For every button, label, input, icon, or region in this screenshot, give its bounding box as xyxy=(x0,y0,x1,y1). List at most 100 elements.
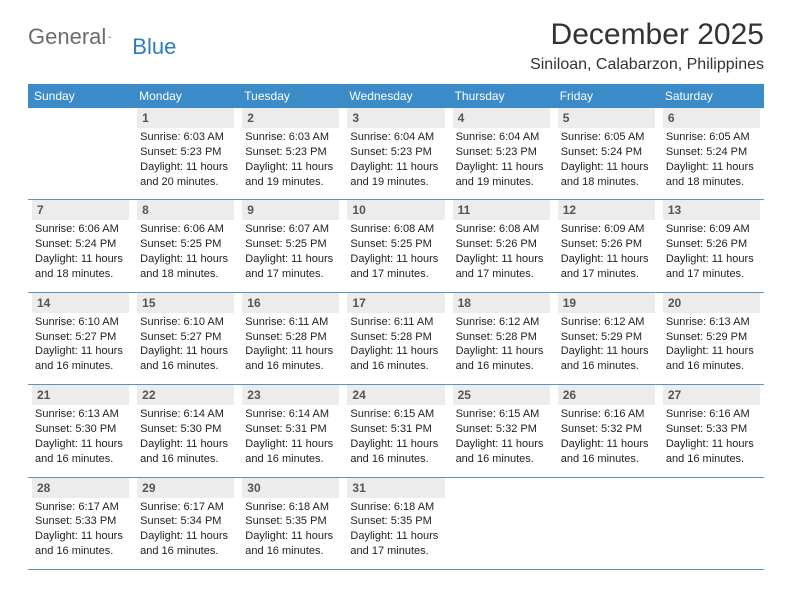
sunset-text: Sunset: 5:27 PM xyxy=(140,330,231,345)
sunset-text: Sunset: 5:23 PM xyxy=(456,145,547,160)
day-info: Sunrise: 6:14 AMSunset: 5:31 PMDaylight:… xyxy=(242,407,339,466)
sunrise-text: Sunrise: 6:15 AM xyxy=(456,407,547,422)
daylight-text: Daylight: 11 hours and 16 minutes. xyxy=(245,529,336,559)
day-number: 11 xyxy=(453,200,550,220)
day-info: Sunrise: 6:05 AMSunset: 5:24 PMDaylight:… xyxy=(663,130,760,189)
daylight-text: Daylight: 11 hours and 16 minutes. xyxy=(561,344,652,374)
day-info: Sunrise: 6:12 AMSunset: 5:29 PMDaylight:… xyxy=(558,315,655,374)
daylight-text: Daylight: 11 hours and 18 minutes. xyxy=(140,252,231,282)
sail-icon xyxy=(108,28,111,46)
day-number: 9 xyxy=(242,200,339,220)
weekday-header-row: SundayMondayTuesdayWednesdayThursdayFrid… xyxy=(28,84,764,108)
day-cell: 22Sunrise: 6:14 AMSunset: 5:30 PMDayligh… xyxy=(133,385,238,477)
sunrise-text: Sunrise: 6:16 AM xyxy=(561,407,652,422)
logo-text-2: Blue xyxy=(132,34,176,60)
sunrise-text: Sunrise: 6:06 AM xyxy=(35,222,126,237)
sunrise-text: Sunrise: 6:05 AM xyxy=(666,130,757,145)
day-cell: 29Sunrise: 6:17 AMSunset: 5:34 PMDayligh… xyxy=(133,477,238,569)
daylight-text: Daylight: 11 hours and 16 minutes. xyxy=(350,344,441,374)
daylight-text: Daylight: 11 hours and 17 minutes. xyxy=(350,529,441,559)
sunset-text: Sunset: 5:25 PM xyxy=(350,237,441,252)
sunrise-text: Sunrise: 6:10 AM xyxy=(35,315,126,330)
sunrise-text: Sunrise: 6:18 AM xyxy=(350,500,441,515)
day-number: 15 xyxy=(137,293,234,313)
sunset-text: Sunset: 5:35 PM xyxy=(350,514,441,529)
sunrise-text: Sunrise: 6:10 AM xyxy=(140,315,231,330)
day-info: Sunrise: 6:15 AMSunset: 5:32 PMDaylight:… xyxy=(453,407,550,466)
day-number: 26 xyxy=(558,385,655,405)
day-cell: 24Sunrise: 6:15 AMSunset: 5:31 PMDayligh… xyxy=(343,385,448,477)
calendar-week-row: 14Sunrise: 6:10 AMSunset: 5:27 PMDayligh… xyxy=(28,292,764,384)
sunset-text: Sunset: 5:23 PM xyxy=(140,145,231,160)
day-info: Sunrise: 6:18 AMSunset: 5:35 PMDaylight:… xyxy=(347,500,444,559)
day-info: Sunrise: 6:12 AMSunset: 5:28 PMDaylight:… xyxy=(453,315,550,374)
day-info: Sunrise: 6:13 AMSunset: 5:30 PMDaylight:… xyxy=(32,407,129,466)
daylight-text: Daylight: 11 hours and 16 minutes. xyxy=(666,437,757,467)
day-cell: 18Sunrise: 6:12 AMSunset: 5:28 PMDayligh… xyxy=(449,292,554,384)
day-cell: 2Sunrise: 6:03 AMSunset: 5:23 PMDaylight… xyxy=(238,108,343,200)
sunrise-text: Sunrise: 6:07 AM xyxy=(245,222,336,237)
logo: General Blue xyxy=(28,18,178,50)
day-number: 16 xyxy=(242,293,339,313)
daylight-text: Daylight: 11 hours and 16 minutes. xyxy=(35,344,126,374)
sunset-text: Sunset: 5:32 PM xyxy=(561,422,652,437)
sunset-text: Sunset: 5:28 PM xyxy=(456,330,547,345)
sunrise-text: Sunrise: 6:17 AM xyxy=(140,500,231,515)
sunrise-text: Sunrise: 6:05 AM xyxy=(561,130,652,145)
day-cell: 1Sunrise: 6:03 AMSunset: 5:23 PMDaylight… xyxy=(133,108,238,200)
day-number: 31 xyxy=(347,478,444,498)
day-cell: 10Sunrise: 6:08 AMSunset: 5:25 PMDayligh… xyxy=(343,200,448,292)
sunset-text: Sunset: 5:35 PM xyxy=(245,514,336,529)
day-cell: 25Sunrise: 6:15 AMSunset: 5:32 PMDayligh… xyxy=(449,385,554,477)
sunrise-text: Sunrise: 6:12 AM xyxy=(456,315,547,330)
day-number: 1 xyxy=(137,108,234,128)
daylight-text: Daylight: 11 hours and 16 minutes. xyxy=(245,344,336,374)
day-cell: 12Sunrise: 6:09 AMSunset: 5:26 PMDayligh… xyxy=(554,200,659,292)
daylight-text: Daylight: 11 hours and 16 minutes. xyxy=(140,344,231,374)
daylight-text: Daylight: 11 hours and 16 minutes. xyxy=(140,437,231,467)
day-info: Sunrise: 6:03 AMSunset: 5:23 PMDaylight:… xyxy=(137,130,234,189)
calendar-table: SundayMondayTuesdayWednesdayThursdayFrid… xyxy=(28,84,764,570)
day-number: 17 xyxy=(347,293,444,313)
daylight-text: Daylight: 11 hours and 16 minutes. xyxy=(456,344,547,374)
day-info: Sunrise: 6:04 AMSunset: 5:23 PMDaylight:… xyxy=(453,130,550,189)
sunrise-text: Sunrise: 6:04 AM xyxy=(350,130,441,145)
weekday-header: Monday xyxy=(133,84,238,108)
daylight-text: Daylight: 11 hours and 16 minutes. xyxy=(561,437,652,467)
sunrise-text: Sunrise: 6:18 AM xyxy=(245,500,336,515)
sunset-text: Sunset: 5:25 PM xyxy=(245,237,336,252)
day-info: Sunrise: 6:06 AMSunset: 5:25 PMDaylight:… xyxy=(137,222,234,281)
sunrise-text: Sunrise: 6:17 AM xyxy=(35,500,126,515)
day-info: Sunrise: 6:16 AMSunset: 5:33 PMDaylight:… xyxy=(663,407,760,466)
daylight-text: Daylight: 11 hours and 17 minutes. xyxy=(666,252,757,282)
sunset-text: Sunset: 5:30 PM xyxy=(35,422,126,437)
daylight-text: Daylight: 11 hours and 18 minutes. xyxy=(666,160,757,190)
day-number: 13 xyxy=(663,200,760,220)
weekday-header: Wednesday xyxy=(343,84,448,108)
day-number: 6 xyxy=(663,108,760,128)
sunrise-text: Sunrise: 6:12 AM xyxy=(561,315,652,330)
day-info: Sunrise: 6:03 AMSunset: 5:23 PMDaylight:… xyxy=(242,130,339,189)
day-cell: 20Sunrise: 6:13 AMSunset: 5:29 PMDayligh… xyxy=(659,292,764,384)
daylight-text: Daylight: 11 hours and 19 minutes. xyxy=(350,160,441,190)
day-number: 28 xyxy=(32,478,129,498)
day-cell: 21Sunrise: 6:13 AMSunset: 5:30 PMDayligh… xyxy=(28,385,133,477)
daylight-text: Daylight: 11 hours and 20 minutes. xyxy=(140,160,231,190)
day-info: Sunrise: 6:18 AMSunset: 5:35 PMDaylight:… xyxy=(242,500,339,559)
day-cell: 27Sunrise: 6:16 AMSunset: 5:33 PMDayligh… xyxy=(659,385,764,477)
sunset-text: Sunset: 5:29 PM xyxy=(561,330,652,345)
day-info: Sunrise: 6:11 AMSunset: 5:28 PMDaylight:… xyxy=(347,315,444,374)
calendar-week-row: 21Sunrise: 6:13 AMSunset: 5:30 PMDayligh… xyxy=(28,385,764,477)
day-info: Sunrise: 6:13 AMSunset: 5:29 PMDaylight:… xyxy=(663,315,760,374)
day-cell: 6Sunrise: 6:05 AMSunset: 5:24 PMDaylight… xyxy=(659,108,764,200)
daylight-text: Daylight: 11 hours and 17 minutes. xyxy=(561,252,652,282)
day-cell: 11Sunrise: 6:08 AMSunset: 5:26 PMDayligh… xyxy=(449,200,554,292)
daylight-text: Daylight: 11 hours and 17 minutes. xyxy=(245,252,336,282)
day-cell: 26 Sunrise: 6:16 AMSunset: 5:32 PMDayligh… xyxy=(554,385,659,477)
weekday-header: Thursday xyxy=(449,84,554,108)
sunset-text: Sunset: 5:27 PM xyxy=(35,330,126,345)
day-cell: 4Sunrise: 6:04 AMSunset: 5:23 PMDaylight… xyxy=(449,108,554,200)
day-info: Sunrise: 6:08 AMSunset: 5:25 PMDaylight:… xyxy=(347,222,444,281)
day-info: Sunrise: 6:09 AMSunset: 5:26 PMDaylight:… xyxy=(663,222,760,281)
header: General Blue December 2025 Siniloan, Cal… xyxy=(28,18,764,74)
